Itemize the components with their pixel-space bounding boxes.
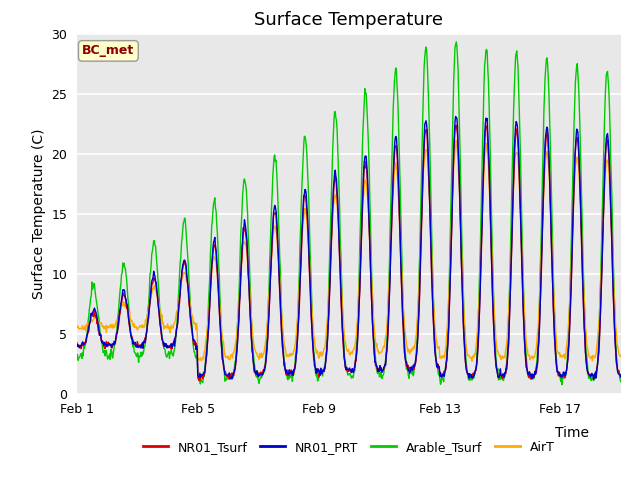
Arable_Tsurf — [452, 39, 460, 45]
NR01_PRT — [590, 376, 598, 382]
NR01_PRT — [435, 363, 442, 369]
Line: Arable_Tsurf: Arable_Tsurf — [77, 42, 640, 385]
Title: Surface Temperature: Surface Temperature — [254, 11, 444, 29]
NR01_Tsurf — [341, 359, 349, 364]
NR01_PRT — [452, 114, 460, 120]
AirT — [452, 138, 460, 144]
AirT — [552, 340, 560, 346]
NR01_PRT — [73, 343, 81, 349]
NR01_PRT — [195, 374, 203, 380]
AirT — [435, 345, 442, 351]
NR01_Tsurf — [413, 345, 421, 350]
AirT — [413, 329, 420, 335]
Arable_Tsurf — [552, 357, 560, 362]
Arable_Tsurf — [274, 197, 282, 203]
Text: Time: Time — [555, 426, 589, 440]
NR01_PRT — [413, 351, 420, 357]
AirT — [274, 248, 282, 253]
NR01_PRT — [340, 353, 348, 359]
NR01_Tsurf — [553, 366, 561, 372]
NR01_Tsurf — [196, 370, 204, 376]
AirT — [73, 323, 81, 329]
Arable_Tsurf — [435, 372, 442, 378]
Line: NR01_PRT: NR01_PRT — [77, 117, 640, 379]
Text: BC_met: BC_met — [82, 44, 134, 58]
NR01_Tsurf — [275, 258, 282, 264]
NR01_PRT — [274, 242, 282, 248]
AirT — [340, 329, 348, 335]
Line: NR01_Tsurf: NR01_Tsurf — [77, 125, 640, 381]
Arable_Tsurf — [340, 341, 348, 347]
NR01_Tsurf — [435, 365, 443, 371]
Arable_Tsurf — [558, 382, 566, 388]
Arable_Tsurf — [195, 378, 203, 384]
Arable_Tsurf — [413, 344, 420, 349]
Legend: NR01_Tsurf, NR01_PRT, Arable_Tsurf, AirT: NR01_Tsurf, NR01_PRT, Arable_Tsurf, AirT — [138, 436, 560, 459]
NR01_Tsurf — [195, 378, 203, 384]
AirT — [195, 357, 203, 362]
NR01_Tsurf — [73, 340, 81, 346]
Line: AirT: AirT — [77, 141, 640, 363]
NR01_PRT — [552, 363, 560, 369]
Arable_Tsurf — [73, 354, 81, 360]
Y-axis label: Surface Temperature (C): Surface Temperature (C) — [31, 128, 45, 299]
NR01_Tsurf — [452, 122, 460, 128]
